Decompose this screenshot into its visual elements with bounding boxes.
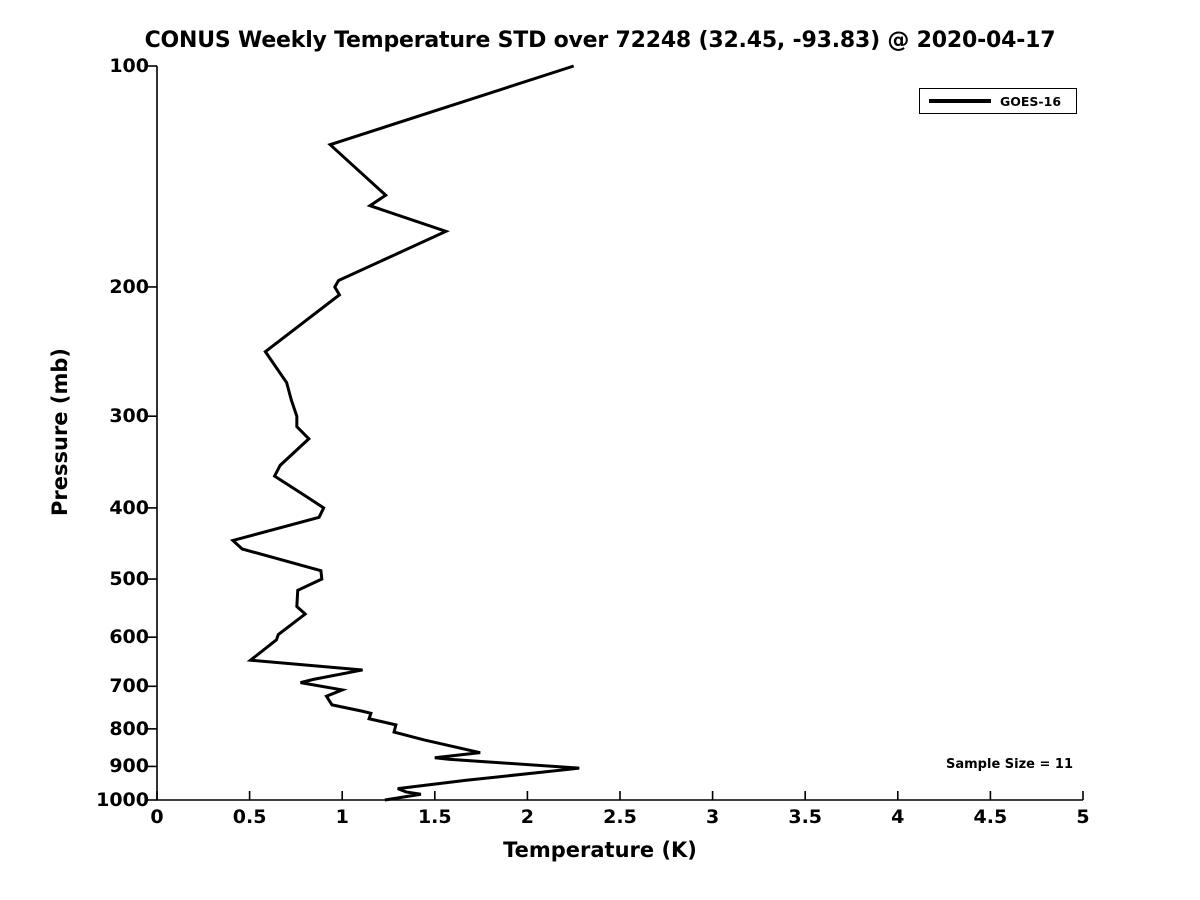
sample-size-annotation: Sample Size = 11 — [946, 757, 1074, 772]
axis-ticks — [148, 65, 1084, 801]
x-tick-label: 2 — [520, 806, 535, 828]
y-tick-label: 1000 — [96, 789, 149, 811]
y-tick-label: 600 — [109, 626, 149, 649]
axis-spines — [156, 66, 1083, 801]
series-line-goes-16 — [229, 64, 580, 802]
x-tick-label: 0.5 — [232, 806, 267, 828]
x-tick-label: 5 — [1076, 806, 1090, 828]
x-tick-label: 0 — [150, 806, 164, 828]
x-tick-label: 1.5 — [417, 806, 452, 828]
legend-label-goes16: GOES-16 — [1000, 93, 1062, 109]
legend-line-swatch — [929, 99, 991, 103]
y-tick-label: 400 — [109, 496, 149, 519]
x-tick-label: 4.5 — [973, 806, 1008, 828]
chart-title: CONUS Weekly Temperature STD over 72248 … — [144, 28, 1056, 53]
y-tick-label: 500 — [109, 568, 149, 591]
y-tick-label: 900 — [109, 755, 149, 778]
x-tick-label: 3 — [705, 806, 720, 828]
y-tick-label: 200 — [109, 275, 149, 298]
x-axis-title: Temperature (K) — [503, 838, 697, 862]
axes-frame — [156, 66, 1083, 801]
y-tick-label: 700 — [109, 675, 149, 698]
x-tick-label: 4 — [891, 806, 905, 828]
y-tick-label: 800 — [109, 717, 149, 740]
y-axis-title: Pressure (mb) — [48, 348, 72, 516]
y-tick-label: 300 — [109, 405, 149, 428]
x-tick-label: 3.5 — [788, 806, 823, 828]
x-tick-label: 1 — [335, 806, 349, 828]
y-tick-label: 100 — [109, 55, 149, 77]
legend: GOES-16 — [919, 88, 1077, 114]
data-series — [229, 64, 580, 802]
x-tick-label: 2.5 — [603, 806, 637, 828]
